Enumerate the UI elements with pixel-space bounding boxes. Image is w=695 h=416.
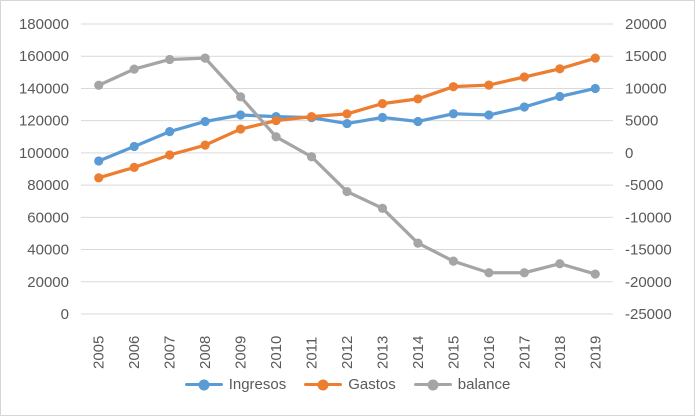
series-marker-balance — [484, 268, 494, 278]
x-axis-tick-label: 2016 — [481, 336, 498, 369]
right-axis-tick-label: 5000 — [625, 113, 658, 130]
series-marker-balance — [555, 259, 565, 269]
series-marker-ingresos — [377, 112, 388, 123]
series-marker-gastos — [555, 64, 565, 74]
series-marker-gastos — [236, 124, 246, 134]
series-marker-balance — [165, 54, 175, 65]
series-marker-ingresos — [413, 116, 423, 127]
series-marker-gastos — [129, 162, 139, 172]
series-marker-ingresos — [342, 118, 352, 129]
right-axis-tick-label: -20000 — [625, 274, 672, 291]
series-marker-balance — [200, 53, 210, 63]
right-axis-tick-label: 15000 — [625, 48, 667, 65]
series-marker-gastos — [271, 116, 281, 126]
series-marker-balance — [448, 256, 458, 266]
series-marker-gastos — [377, 98, 388, 109]
series-marker-balance — [413, 238, 423, 248]
series-marker-balance — [94, 80, 104, 90]
legend-line-marker-swatch — [413, 379, 452, 390]
legend-marker-dot — [317, 379, 329, 390]
right-axis-tick-label: 10000 — [625, 80, 667, 97]
right-axis-tick-label: 20000 — [625, 16, 667, 33]
x-axis-tick-label: 2011 — [304, 337, 321, 369]
legend-marker-dot — [198, 379, 210, 390]
left-axis-tick-label: 140000 — [19, 80, 69, 97]
legend-label: Gastos — [348, 376, 396, 393]
legend-line-marker-swatch — [304, 379, 343, 390]
series-marker-balance — [129, 64, 139, 74]
series-marker-balance — [519, 268, 529, 278]
legend-line-marker-swatch — [184, 379, 223, 390]
series-marker-balance — [271, 132, 281, 142]
series-marker-balance — [342, 186, 352, 197]
series-marker-balance — [590, 269, 600, 279]
x-axis-tick-label: 2006 — [126, 336, 143, 369]
left-axis-tick-label: 100000 — [19, 145, 69, 162]
series-marker-ingresos — [519, 102, 529, 112]
series-marker-ingresos — [165, 127, 175, 137]
series-marker-gastos — [448, 82, 458, 92]
series-marker-ingresos — [448, 109, 458, 119]
legend-item-ingresos[interactable]: Ingresos — [184, 376, 287, 393]
series-marker-ingresos — [236, 110, 246, 120]
series-marker-gastos — [94, 173, 104, 183]
series-line-balance — [97, 56, 597, 276]
right-axis-tick-label: -10000 — [625, 209, 672, 226]
left-axis-tick-label: 0 — [61, 306, 69, 323]
x-axis-tick-label: 2009 — [233, 336, 250, 369]
series-marker-ingresos — [555, 91, 565, 102]
left-axis-tick-label: 20000 — [27, 274, 69, 291]
right-axis-tick-label: -5000 — [625, 177, 663, 194]
x-axis-tick-label: 2005 — [91, 336, 108, 369]
x-axis-tick-label: 2012 — [339, 336, 356, 369]
left-axis-tick-label: 80000 — [27, 177, 69, 194]
series-marker-gastos — [590, 53, 600, 63]
x-axis-tick-label: 2008 — [197, 336, 214, 369]
right-axis-tick-label: -25000 — [625, 306, 672, 323]
legend-item-gastos[interactable]: Gastos — [304, 377, 396, 392]
legend-label: Ingresos — [228, 376, 287, 393]
x-axis-tick-label: 2015 — [445, 336, 462, 369]
x-axis-tick-label: 2014 — [410, 336, 427, 369]
series-marker-ingresos — [590, 83, 600, 94]
series-marker-balance — [236, 92, 246, 102]
left-axis-tick-label: 40000 — [27, 242, 69, 259]
legend-label: balance — [457, 376, 511, 393]
x-axis-tick-label: 2019 — [587, 336, 604, 369]
right-axis-tick-label: -15000 — [625, 242, 672, 259]
series-marker-balance — [306, 152, 317, 162]
series-marker-gastos — [306, 112, 317, 122]
left-axis-tick-label: 180000 — [19, 16, 69, 33]
legend-marker-dot — [427, 379, 439, 390]
right-axis-tick-label: 0 — [625, 145, 633, 162]
x-axis-tick-label: 2018 — [552, 336, 569, 369]
x-axis-tick-label: 2013 — [374, 336, 391, 369]
series-marker-gastos — [165, 150, 175, 160]
series-marker-ingresos — [484, 110, 494, 120]
series-marker-gastos — [200, 140, 210, 150]
chart-legend: Ingresos Gastos balance — [1, 377, 694, 392]
series-marker-ingresos — [200, 116, 210, 127]
series-marker-ingresos — [94, 156, 104, 166]
x-axis-tick-label: 2010 — [268, 336, 285, 369]
legend-item-balance[interactable]: balance — [413, 376, 511, 393]
series-marker-ingresos — [129, 141, 139, 152]
series-marker-gastos — [342, 109, 352, 119]
series-marker-gastos — [519, 72, 529, 82]
left-axis-tick-label: 60000 — [27, 209, 69, 226]
series-marker-gastos — [484, 80, 494, 90]
left-axis-tick-label: 160000 — [19, 48, 69, 65]
series-marker-balance — [377, 203, 388, 213]
left-axis-tick-label: 120000 — [19, 113, 69, 130]
x-axis-tick-label: 2007 — [162, 336, 179, 369]
x-axis-tick-label: 2017 — [516, 336, 533, 369]
series-marker-gastos — [413, 94, 423, 104]
